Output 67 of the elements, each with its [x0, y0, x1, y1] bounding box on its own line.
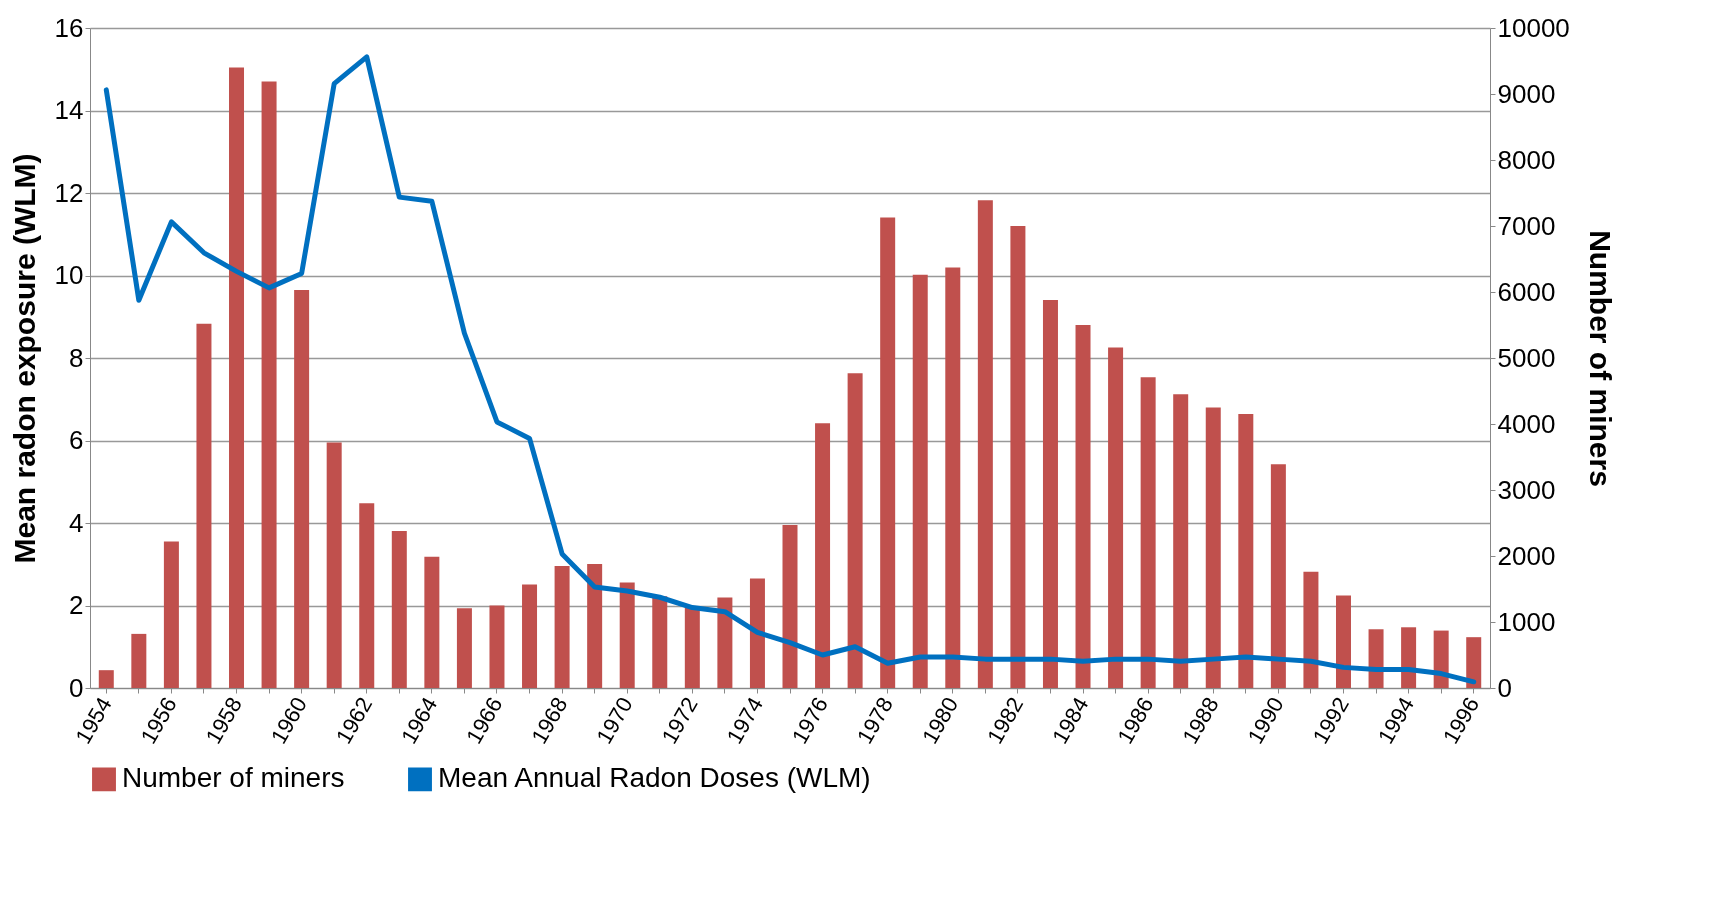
y-axis-title: Mean radon exposure (WLM): [7, 153, 41, 564]
y-tick-label: 2: [69, 590, 84, 620]
bar: [1108, 347, 1124, 688]
y-tick-label: 4: [69, 507, 84, 538]
y2-tick-label: 8000: [1497, 144, 1556, 175]
y2-axis-title: Number of miners: [1583, 230, 1617, 487]
bar: [359, 503, 375, 688]
bar: [163, 541, 179, 688]
bar: [684, 606, 700, 688]
y2-tick-label: 6000: [1497, 276, 1556, 307]
bar: [1368, 629, 1384, 688]
bar: [1433, 630, 1449, 688]
y2-tick-label: 10000: [1497, 12, 1570, 43]
y2-tick-label: 2000: [1497, 540, 1556, 571]
bar: [294, 290, 310, 688]
y-tick-label: 10: [54, 260, 84, 290]
y-tick-label: 12: [54, 177, 84, 208]
bar: [1075, 325, 1091, 688]
bar: [749, 578, 765, 688]
bar: [98, 670, 114, 688]
bar: [522, 584, 538, 688]
bar: [489, 605, 505, 688]
bar: [945, 267, 961, 688]
bar: [619, 582, 635, 688]
bar: [1303, 571, 1319, 688]
bar: [1010, 226, 1026, 688]
bar: [131, 633, 147, 688]
y2-tick-label: 1000: [1497, 606, 1556, 637]
y-tick-label: 6: [69, 425, 84, 455]
bar: [1205, 407, 1221, 688]
legend-label: Number of miners: [122, 762, 345, 794]
bar: [977, 200, 993, 688]
y-tick-label: 8: [69, 342, 84, 373]
bar: [229, 67, 245, 688]
bar: [1140, 377, 1156, 688]
bar: [196, 323, 212, 688]
bar: [912, 274, 928, 688]
y-tick-label: 0: [69, 672, 84, 703]
bar: [880, 217, 896, 688]
y2-tick-label: 9000: [1497, 78, 1556, 109]
bar: [1042, 299, 1058, 688]
bar: [1238, 414, 1254, 688]
bar: [652, 596, 668, 688]
y-tick-label: 14: [54, 95, 84, 125]
y2-tick-label: 7000: [1497, 210, 1556, 241]
bar: [456, 608, 472, 688]
bar: [391, 530, 407, 688]
bar: [326, 442, 342, 688]
y2-tick-label: 3000: [1497, 474, 1556, 505]
bar: [554, 565, 570, 688]
bar: [424, 556, 440, 688]
bar: [815, 423, 831, 688]
y-tick-label: 16: [54, 12, 84, 43]
bar: [1270, 464, 1286, 688]
bar: [1466, 637, 1482, 688]
legend-label: Mean Annual Radon Doses (WLM): [438, 762, 871, 794]
y2-tick-label: 0: [1497, 672, 1512, 703]
bar: [782, 524, 798, 688]
bar: [1173, 394, 1189, 688]
y2-tick-label: 4000: [1497, 408, 1556, 439]
bar: [847, 373, 863, 688]
y2-tick-label: 5000: [1497, 342, 1556, 373]
bar: [261, 81, 277, 688]
bar: [1335, 595, 1351, 688]
bar: [1401, 627, 1417, 688]
bar: [717, 597, 733, 688]
bar: [587, 563, 603, 688]
